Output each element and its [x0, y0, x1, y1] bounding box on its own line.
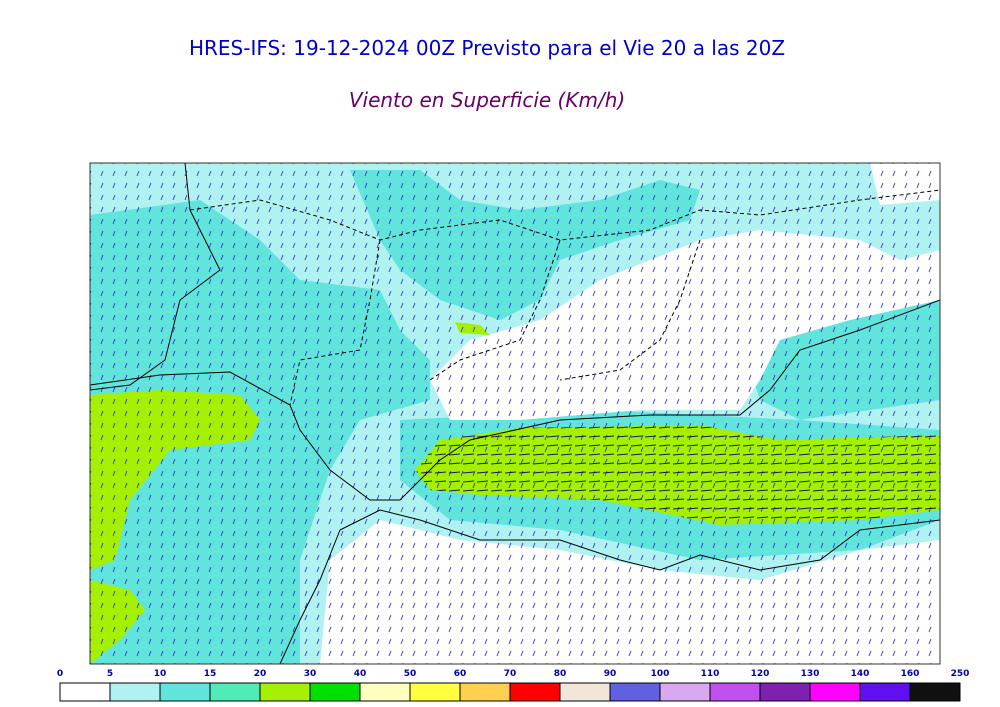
map	[90, 163, 940, 664]
colorbar-label: 40	[354, 669, 367, 679]
map-frame	[89, 162, 941, 665]
colorbar-label: 100	[651, 669, 670, 679]
colorbar-label: 160	[901, 669, 920, 679]
title: HRES-IFS: 19-12-2024 00Z Previsto para e…	[189, 36, 785, 60]
colorbar-label: 80	[554, 669, 567, 679]
colorbar-box	[159, 682, 211, 702]
colorbar-box	[909, 682, 961, 702]
colorbar-box	[209, 682, 261, 702]
colorbar-label: 60	[454, 669, 467, 679]
colorbar-box	[259, 682, 311, 702]
colorbar-box	[559, 682, 611, 702]
colorbar-box	[759, 682, 811, 702]
colorbar-box	[809, 682, 861, 702]
colorbar-label: 130	[801, 669, 820, 679]
colorbar-label: 110	[701, 669, 720, 679]
colorbar-box	[709, 682, 761, 702]
colorbar-box	[109, 682, 161, 702]
colorbar-label: 20	[254, 669, 267, 679]
colorbar-label: 50	[404, 669, 417, 679]
colorbar-label: 70	[504, 669, 517, 679]
colorbar-label: 250	[951, 669, 970, 679]
colorbar-box	[59, 682, 111, 702]
colorbar-box	[859, 682, 911, 702]
colorbar-box	[459, 682, 511, 702]
colorbar-box	[659, 682, 711, 702]
colorbar-box	[359, 682, 411, 702]
colorbar-label: 30	[304, 669, 317, 679]
colorbar-label: 15	[204, 669, 217, 679]
colorbar-box	[309, 682, 361, 702]
colorbar-label: 120	[751, 669, 770, 679]
colorbar-box	[609, 682, 661, 702]
colorbar: 0 5 10 15 20 30 40 50 60 70 80 90 100 110 120 130 140 160…	[57, 669, 970, 702]
colorbar-label: 140	[851, 669, 870, 679]
colorbar-label: 10	[154, 669, 167, 679]
colorbar-label: 0	[57, 669, 63, 679]
subtitle: Viento en Superficie (Km/h)	[349, 88, 625, 112]
colorbar-label: 5	[107, 669, 113, 679]
colorbar-box	[509, 682, 561, 702]
colorbar-box	[409, 682, 461, 702]
colorbar-label: 90	[604, 669, 617, 679]
